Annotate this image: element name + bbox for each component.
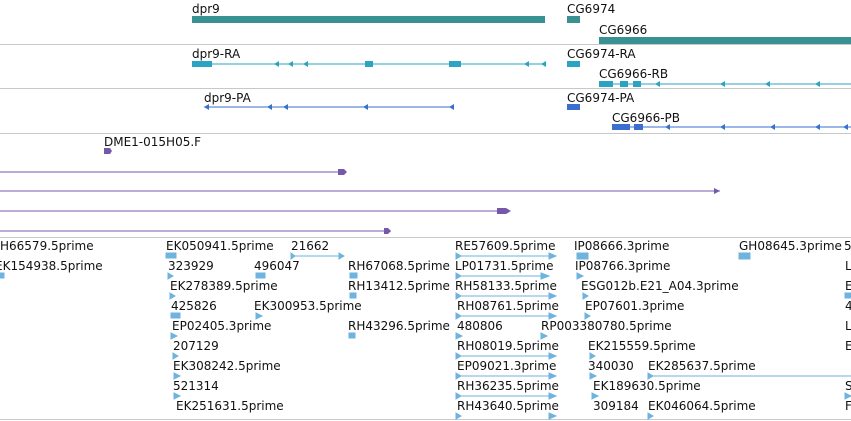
est-label[interactable]: 340030 (588, 359, 634, 373)
gene-label[interactable]: CG6974 (567, 2, 616, 16)
est-label[interactable]: EK215559.5prime (588, 339, 696, 353)
est-label[interactable]: RH08019.5prime (457, 339, 559, 353)
transcript-label[interactable]: CG6974-RA (567, 47, 636, 61)
est-label[interactable]: 309184 (593, 399, 639, 413)
track-separator (0, 133, 851, 134)
est-track (0, 252, 851, 420)
track-separator (0, 44, 851, 45)
est-label[interactable]: IP08766.3prime (575, 259, 671, 273)
est-glyph[interactable] (169, 292, 851, 300)
est-glyph[interactable] (170, 312, 591, 320)
gene-dpr9-bar[interactable] (192, 16, 545, 23)
est-label[interactable]: EP07601.3prime (585, 299, 685, 313)
est-label[interactable]: RH67068.5prime (348, 259, 450, 273)
est-label[interactable]: EK154938.5prime (0, 259, 103, 273)
est-label[interactable]: 425826 (171, 299, 217, 313)
est-label[interactable]: EK050941.5prime (166, 239, 274, 253)
gene-label[interactable]: CG6966 (599, 23, 648, 37)
est-label[interactable]: EP09021.3prime (457, 359, 557, 373)
est-label[interactable]: 521314 (173, 379, 219, 393)
est-label[interactable]: 4 (845, 299, 851, 313)
est-label[interactable]: GH08645.3prime (739, 239, 842, 253)
est-glyph[interactable] (172, 352, 596, 360)
cdna-read[interactable] (0, 188, 720, 194)
est-label[interactable]: 207129 (173, 339, 219, 353)
est-glyph[interactable] (173, 392, 851, 400)
est-label[interactable]: EK046064.5prime (648, 399, 756, 413)
est-label[interactable]: F (845, 399, 851, 413)
est-label[interactable]: RH13412.5prime (348, 279, 450, 293)
est-label[interactable]: L (845, 259, 851, 273)
est-label[interactable]: EK300953.5prime (254, 299, 362, 313)
gene-cg6974-bar[interactable] (567, 16, 580, 23)
gene-label[interactable]: dpr9 (192, 2, 220, 16)
est-glyph[interactable] (455, 252, 751, 260)
protein-cg6974-pa[interactable] (567, 104, 580, 110)
protein-track (204, 104, 851, 130)
est-label[interactable]: EK189630.5prime (593, 379, 701, 393)
transcript-track (192, 61, 851, 87)
cdna-dme1-015h05-f-glyph[interactable] (104, 148, 112, 154)
protein-label[interactable]: CG6966-PB (612, 111, 681, 125)
est-label[interactable]: ESG012b.E21_A04.3prime (581, 279, 739, 293)
est-label[interactable]: 5 (844, 239, 851, 253)
transcript-label[interactable]: CG6966-RB (599, 67, 669, 81)
est-label[interactable]: H66579.5prime (0, 239, 94, 253)
est-label[interactable]: EK308242.5prime (173, 359, 281, 373)
cdna-label[interactable]: DME1-015H05.F (104, 135, 202, 149)
protein-label[interactable]: CG6974-PA (567, 91, 635, 105)
est-label[interactable]: E (845, 279, 851, 293)
est-label[interactable]: RH58133.5prime (455, 279, 557, 293)
est-label[interactable]: RP003380780.5prime (541, 319, 672, 333)
est-label[interactable]: IP08666.3prime (574, 239, 670, 253)
gene-cg6966-bar[interactable] (599, 37, 851, 44)
est-label[interactable]: 496047 (254, 259, 300, 273)
est-label[interactable]: RH36235.5prime (457, 379, 559, 393)
track-separator (0, 88, 851, 89)
transcript-dpr9-ra[interactable] (192, 61, 546, 67)
transcript-cg6974-ra[interactable] (567, 61, 580, 67)
est-label[interactable]: L (845, 319, 851, 333)
cdna-read[interactable] (0, 208, 511, 214)
est-label[interactable]: EP02405.3prime (172, 319, 272, 333)
est-label[interactable]: 480806 (457, 319, 503, 333)
est-label[interactable]: EK251631.5prime (176, 399, 284, 413)
est-label[interactable]: 323929 (168, 259, 214, 273)
est-glyph[interactable] (165, 252, 345, 260)
est-label[interactable]: RE57609.5prime (455, 239, 556, 253)
cdna-track (0, 148, 720, 234)
protein-label[interactable]: dpr9-PA (204, 91, 251, 105)
gene-track (192, 16, 851, 44)
est-label[interactable]: LP01731.5prime (455, 259, 554, 273)
transcript-label[interactable]: dpr9-RA (192, 47, 241, 61)
track-separator (0, 419, 851, 420)
est-glyph[interactable] (170, 332, 549, 340)
est-label[interactable]: EK278389.5prime (170, 279, 278, 293)
est-glyph[interactable] (0, 272, 585, 280)
est-label[interactable]: E (845, 339, 851, 353)
est-label[interactable]: S (845, 379, 851, 393)
cdna-read[interactable] (0, 228, 391, 234)
est-label[interactable]: RH08761.5prime (457, 299, 559, 313)
est-glyph[interactable] (173, 372, 851, 380)
est-label[interactable]: RH43640.5prime (457, 399, 559, 413)
protein-cg6966-pb[interactable] (612, 124, 851, 130)
protein-dpr9-pa[interactable] (204, 104, 454, 110)
est-label[interactable]: EK285637.5prime (648, 359, 756, 373)
est-label[interactable]: 21662 (291, 239, 330, 253)
est-label[interactable]: RH43296.5prime (348, 319, 450, 333)
transcript-cg6966-rb[interactable] (599, 81, 851, 87)
track-separator (0, 237, 851, 238)
cdna-read[interactable] (0, 169, 347, 175)
est-glyph[interactable] (455, 412, 654, 420)
